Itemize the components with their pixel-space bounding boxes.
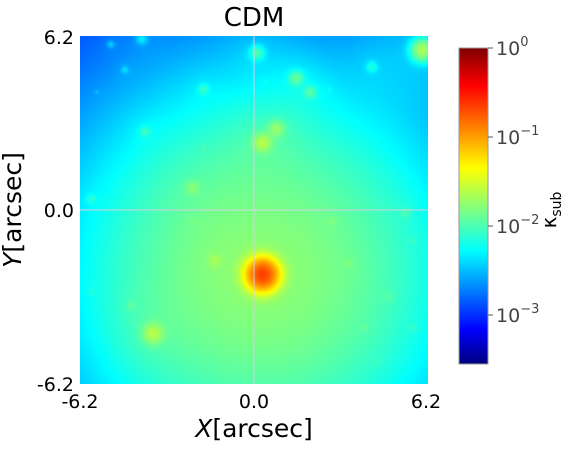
colorbar-label: κsub xyxy=(537,191,565,228)
x-tick-label-left: -6.2 xyxy=(61,391,98,413)
y-tick-label-top: 6.2 xyxy=(44,27,74,49)
colorbar-tick-label: 10−2 xyxy=(496,213,539,238)
y-axis-label: Y[arcsec] xyxy=(0,152,27,268)
heatmap-panel xyxy=(80,36,428,384)
x-tick-label-right: 6.2 xyxy=(411,391,441,413)
x-tick-label-mid: 0.0 xyxy=(239,391,269,413)
y-tick-label-bottom: -6.2 xyxy=(37,374,74,396)
colorbar-tick-label: 10−3 xyxy=(496,302,539,327)
y-tick-label-mid: 0.0 xyxy=(44,200,74,222)
x-axis-label: X[arcsec] xyxy=(193,414,313,443)
colorbar-gradient xyxy=(458,47,489,365)
colorbar-tick-label: 10−1 xyxy=(496,124,539,149)
colorbar: 100 10−1 10−2 10−3 κsub xyxy=(458,35,565,365)
chart-title: CDM xyxy=(224,3,285,33)
colorbar-tick-label: 100 xyxy=(496,35,528,60)
